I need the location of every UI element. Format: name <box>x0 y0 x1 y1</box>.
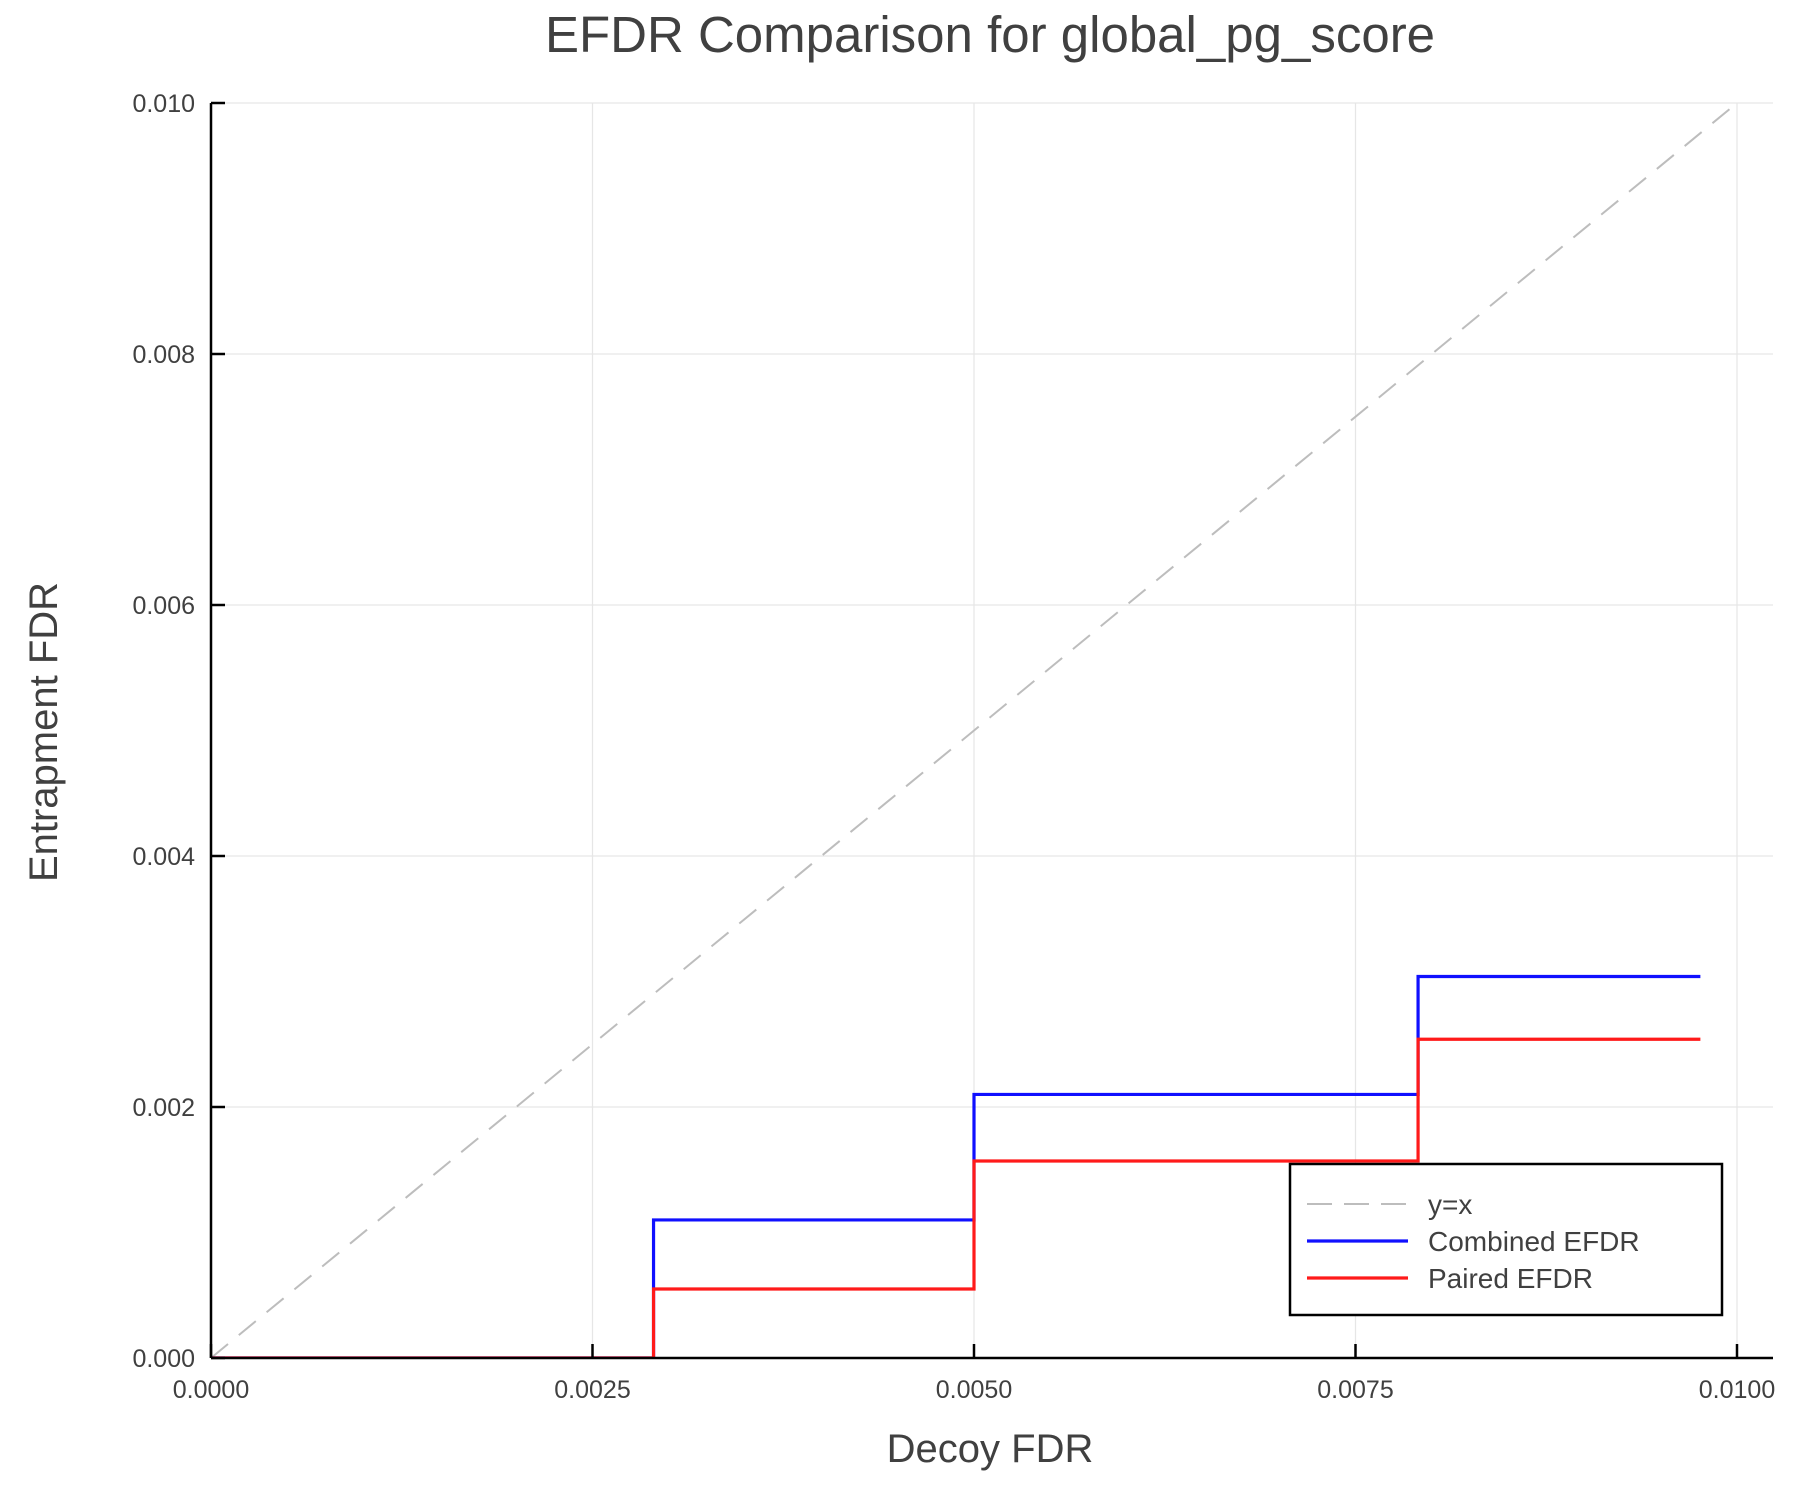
y-tick-label: 0.000 <box>132 1345 195 1373</box>
legend: y=x Combined EFDR Paired EFDR <box>1288 1162 1724 1317</box>
legend-label: Paired EFDR <box>1428 1263 1593 1294</box>
chart-title: EFDR Comparison for global_pg_score <box>545 6 1435 63</box>
legend-label: Combined EFDR <box>1428 1226 1640 1257</box>
y-tick-label: 0.004 <box>132 843 195 871</box>
x-tick-label: 0.0075 <box>1317 1376 1393 1404</box>
series-line-paired-efdr <box>211 1037 1701 1358</box>
x-tick-label: 0.0000 <box>173 1376 249 1404</box>
y-tick-label: 0.002 <box>132 1094 195 1122</box>
y-axis-label: Entrapment FDR <box>22 582 66 882</box>
axes: 0.0000 0.0025 0.0050 0.0075 0.0100 0.000 0.002… <box>132 90 1775 1404</box>
y-tick-label: 0.008 <box>132 341 195 369</box>
y-tick-label: 0.010 <box>132 90 195 118</box>
legend-label: y=x <box>1428 1189 1472 1220</box>
y-tick-label: 0.006 <box>132 592 195 620</box>
x-tick-label: 0.0100 <box>1699 1376 1775 1404</box>
x-tick-label: 0.0025 <box>554 1376 630 1404</box>
x-tick-label: 0.0050 <box>936 1376 1012 1404</box>
series-layer <box>211 103 1739 1358</box>
series-line-y-x <box>211 103 1739 1358</box>
x-axis-label: Decoy FDR <box>887 1427 1094 1471</box>
